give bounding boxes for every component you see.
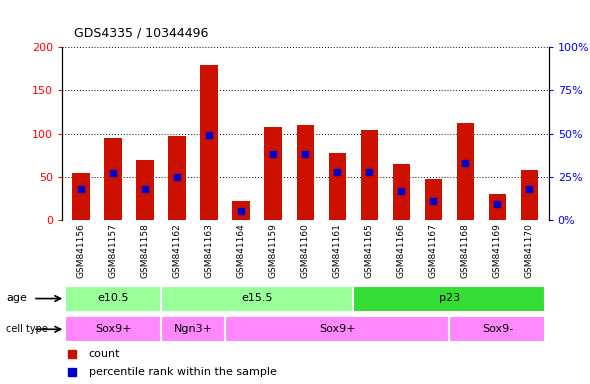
Bar (161, 316, 225, 342)
Text: GSM841164: GSM841164 (237, 223, 246, 278)
Bar (521, 170, 538, 220)
Text: GSM841167: GSM841167 (429, 223, 438, 278)
Text: Sox9+: Sox9+ (319, 324, 356, 334)
Bar (65, 316, 161, 342)
Text: GSM841168: GSM841168 (461, 223, 470, 278)
Bar (392, 164, 410, 220)
Bar (457, 123, 474, 220)
Text: age: age (6, 293, 27, 303)
Text: GSM841157: GSM841157 (109, 223, 117, 278)
Bar (232, 201, 250, 220)
Bar (264, 127, 282, 220)
Bar (353, 286, 546, 311)
Bar (65, 286, 161, 311)
Bar (161, 286, 353, 311)
Bar (360, 130, 378, 220)
Text: e10.5: e10.5 (97, 293, 129, 303)
Bar (297, 125, 314, 220)
Text: Sox9-: Sox9- (482, 324, 513, 334)
Text: GSM841169: GSM841169 (493, 223, 502, 278)
Text: count: count (88, 349, 120, 359)
Text: GSM841163: GSM841163 (205, 223, 214, 278)
Text: GDS4335 / 10344496: GDS4335 / 10344496 (74, 26, 208, 40)
Bar (73, 174, 90, 220)
Bar (489, 194, 506, 220)
Bar (329, 152, 346, 220)
Text: GSM841162: GSM841162 (173, 223, 182, 278)
Text: GSM841170: GSM841170 (525, 223, 534, 278)
Text: Sox9+: Sox9+ (95, 324, 132, 334)
Text: Ngn3+: Ngn3+ (173, 324, 213, 334)
Text: percentile rank within the sample: percentile rank within the sample (88, 366, 277, 377)
Text: GSM841159: GSM841159 (269, 223, 278, 278)
Text: p23: p23 (439, 293, 460, 303)
Text: GSM841161: GSM841161 (333, 223, 342, 278)
Text: GSM841166: GSM841166 (397, 223, 406, 278)
Bar (136, 160, 154, 220)
Text: GSM841158: GSM841158 (140, 223, 150, 278)
Bar (425, 179, 442, 220)
Bar (225, 316, 450, 342)
Text: e15.5: e15.5 (241, 293, 273, 303)
Bar (450, 316, 546, 342)
Bar (104, 138, 122, 220)
Text: cell type: cell type (6, 324, 48, 334)
Bar (201, 65, 218, 220)
Text: GSM841160: GSM841160 (301, 223, 310, 278)
Text: GSM841165: GSM841165 (365, 223, 374, 278)
Text: GSM841156: GSM841156 (77, 223, 86, 278)
Bar (168, 136, 186, 220)
